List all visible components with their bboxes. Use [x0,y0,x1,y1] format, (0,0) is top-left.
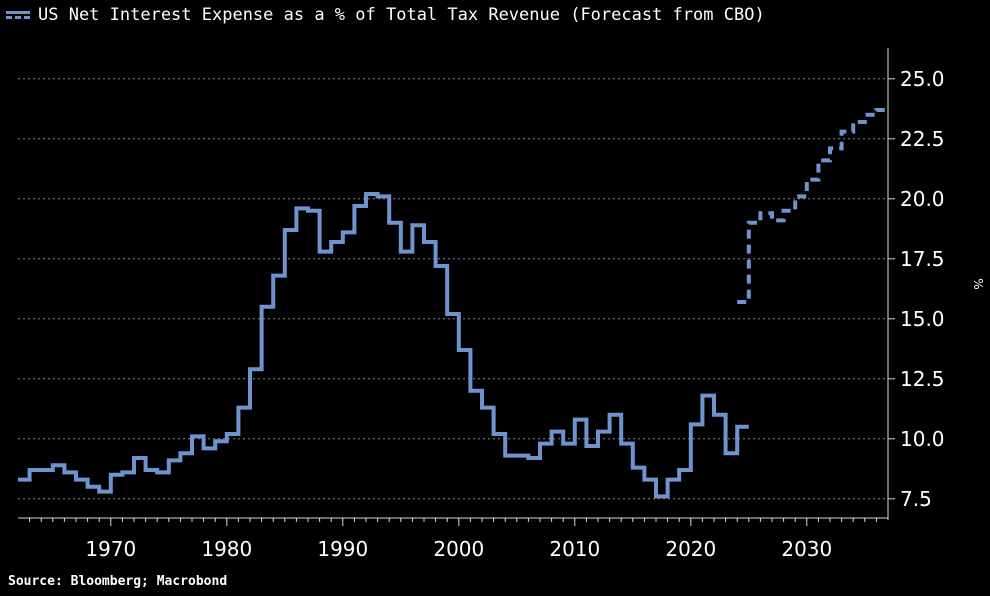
legend-swatch-icon [4,10,34,20]
x-tick-label: 2020 [665,537,716,561]
x-tick-label: 1990 [317,537,368,561]
x-tick-label: 2000 [433,537,484,561]
actual-series-line [18,192,749,499]
source-note: Source: Bloomberg; Macrobond [8,574,228,589]
y-tick-label: 7.5 [900,487,932,511]
y-tick-label: 20.0 [900,187,945,211]
chart-title: US Net Interest Expense as a % of Total … [38,5,765,25]
forecast-series-line [737,108,888,304]
x-tick-label: 2010 [549,537,600,561]
y-tick-label: 12.5 [900,367,945,391]
x-tick-label: 1970 [85,537,136,561]
x-tick-label: 2030 [781,537,832,561]
y-tick-label: 22.5 [900,127,945,151]
axes [18,48,895,526]
series-lines [18,108,888,499]
gridlines [18,78,888,500]
y-tick-label: 17.5 [900,247,945,271]
y-tick-label: 15.0 [900,307,945,331]
y-axis-unit: % [971,278,985,289]
tick-labels: 7.5 10.0 12.5 15.0 17.5 20.0 22.5 25.0 1970 1980 1… [85,67,985,561]
y-tick-label: 10.0 [900,427,945,451]
y-tick-label: 25.0 [900,67,945,91]
x-tick-label: 1980 [201,537,252,561]
legend: US Net Interest Expense as a % of Total … [4,4,765,26]
